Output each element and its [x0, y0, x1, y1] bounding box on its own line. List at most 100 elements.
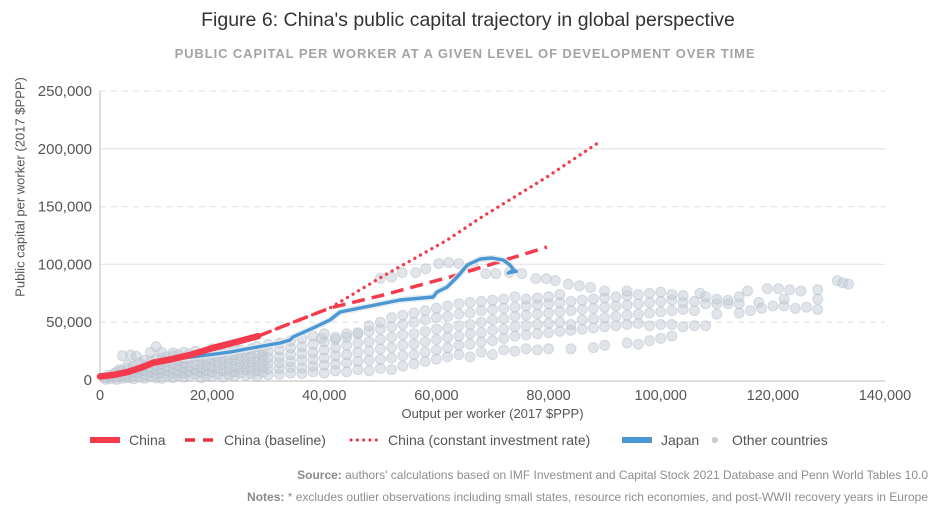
legend-swatch-china-solid-line-icon	[90, 437, 120, 443]
scatter-point-other-countries	[318, 328, 330, 340]
y-axis-label: Public capital per worker (2017 $PPP)	[12, 77, 28, 297]
scatter-point-other-countries	[475, 316, 487, 328]
scatter-point-other-countries	[767, 300, 779, 312]
scatter-point-other-countries	[509, 310, 521, 322]
scatter-point-other-countries	[576, 323, 588, 335]
scatter-point-other-countries	[408, 338, 420, 350]
scatter-point-other-countries	[386, 342, 398, 354]
scatter-point-other-countries	[509, 291, 521, 303]
notes-note: Notes: * excludes outlier observations i…	[247, 490, 928, 504]
scatter-point-other-countries	[386, 352, 398, 364]
scatter-point-other-countries	[453, 258, 465, 270]
scatter-point-other-countries	[644, 287, 655, 299]
scatter-point-other-countries	[520, 343, 532, 355]
scatter-point-other-countries	[430, 344, 442, 356]
scatter-point-other-countries	[554, 316, 566, 328]
line-china	[96, 332, 262, 380]
scatter-point-other-countries	[397, 329, 409, 341]
scatter-point-other-countries	[761, 283, 773, 295]
scatter-point-other-countries	[666, 330, 678, 342]
scatter-point-other-countries	[562, 278, 574, 290]
scatter-point-other-countries	[509, 330, 521, 342]
legend-swatch-dotted-line-icon	[349, 438, 380, 442]
scatter-point-other-countries	[464, 328, 476, 340]
scatter-point-other-countries	[565, 319, 577, 330]
legend-item-other-countries[interactable]: Other countries	[706, 431, 828, 449]
scatter-point-other-countries	[397, 350, 409, 362]
scatter-point-other-countries	[543, 317, 555, 329]
scatter-point-other-countries	[812, 293, 824, 305]
scatter-point-other-countries	[386, 312, 398, 324]
scatter-point-other-countries	[543, 307, 555, 319]
scatter-point-other-countries	[621, 337, 633, 349]
scatter-point-other-countries	[711, 308, 723, 320]
scatter-point-other-countries	[587, 293, 599, 305]
scatter-point-other-countries	[655, 332, 667, 344]
scatter-point-other-countries	[789, 302, 801, 314]
scatter-point-other-countries	[453, 320, 465, 332]
scatter-point-other-countries	[420, 263, 432, 275]
scatter-point-other-countries	[464, 297, 476, 308]
scatter-point-other-countries	[397, 339, 409, 351]
y-tick-label: 250,000	[38, 83, 92, 100]
x-tick-label: 100,000	[635, 388, 687, 404]
scatter-point-other-countries	[498, 344, 510, 356]
scatter-point-other-countries	[363, 320, 375, 332]
scatter-point-other-countries	[644, 335, 655, 347]
legend-item-china[interactable]: China	[89, 431, 166, 449]
scatter-point-other-countries	[621, 299, 633, 311]
scatter-point-other-countries	[475, 295, 487, 307]
scatter-point-other-countries	[363, 345, 375, 357]
scatter-point-other-countries	[632, 298, 644, 310]
scatter-point-other-countries	[498, 293, 510, 305]
scatter-point-other-countries	[442, 351, 454, 363]
scatter-point-other-countries	[430, 353, 442, 365]
scatter-point-other-countries	[587, 302, 599, 314]
series-lines	[96, 139, 603, 380]
scatter-point-other-countries	[531, 292, 543, 304]
notes-text: * excludes outlier observations includin…	[284, 490, 928, 504]
scatter-point-other-countries	[599, 312, 611, 324]
legend-item-china-constant-investment[interactable]: China (constant investment rate)	[348, 431, 590, 449]
scatter-point-other-countries	[487, 349, 498, 361]
y-tick-label: 50,000	[46, 314, 92, 331]
scatter-point-other-countries	[487, 294, 498, 306]
legend-item-china-baseline[interactable]: China (baseline)	[184, 431, 326, 449]
scatter-point-other-countries	[397, 360, 409, 372]
scatter-point-other-countries	[410, 267, 422, 279]
scatter-point-other-countries	[430, 323, 442, 335]
x-tick-label: 40,000	[302, 388, 346, 404]
scatter-point-other-countries	[498, 323, 510, 335]
scatter-point-other-countries	[621, 309, 633, 321]
scatter-point-other-countries	[386, 364, 398, 376]
scatter-point-other-countries	[576, 314, 588, 326]
scatter-point-other-countries	[711, 293, 723, 305]
scatter-point-other-countries	[419, 305, 431, 317]
scatter-point-other-countries	[453, 349, 465, 361]
scatter-point-other-countries	[464, 307, 476, 319]
scatter-point-other-countries	[330, 331, 341, 343]
tick-labels: 0 50,000 100,000 150,000 200,000 250,000 0 20,0…	[38, 83, 911, 404]
legend-item-japan[interactable]: Japan	[621, 431, 699, 449]
x-tick-label: 80,000	[526, 388, 570, 404]
scatter-point-other-countries	[666, 319, 678, 330]
scatter-point-other-countries	[442, 300, 454, 312]
scatter-point-other-countries	[543, 343, 555, 355]
scatter-point-other-countries	[543, 327, 555, 339]
scatter-point-other-countries	[666, 289, 678, 300]
y-tick-label: 100,000	[38, 256, 92, 273]
scatter-point-other-countries	[565, 343, 577, 355]
scatter-point-other-countries	[487, 314, 498, 326]
scatter-point-other-countries	[374, 343, 386, 355]
scatter-point-other-countries	[530, 273, 542, 285]
scatter-point-other-countries	[644, 320, 655, 332]
scatter-point-other-countries	[520, 329, 532, 341]
scatter-point-other-countries	[374, 353, 386, 365]
scatter-point-other-countries	[610, 310, 622, 322]
scatter-point-other-countries	[573, 280, 585, 292]
scatter-point-other-countries	[374, 362, 386, 374]
y-tick-label: 150,000	[38, 199, 92, 216]
scatter-point-other-countries	[531, 344, 543, 356]
scatter-point-other-countries	[565, 295, 577, 307]
scatter-point-other-countries	[644, 307, 655, 319]
